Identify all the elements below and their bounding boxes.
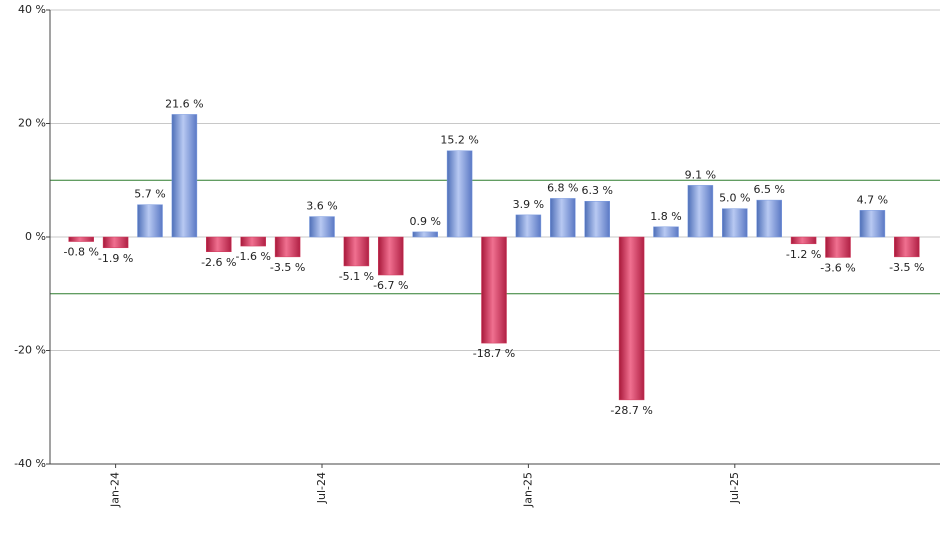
bar bbox=[584, 200, 610, 238]
value-label: -2.6 % bbox=[201, 256, 236, 269]
bar bbox=[790, 236, 817, 245]
value-label: -3.5 % bbox=[889, 261, 924, 274]
value-label: 3.9 % bbox=[513, 198, 544, 211]
x-tick-label: Jan-24 bbox=[109, 472, 122, 508]
bar bbox=[481, 236, 507, 344]
bar bbox=[309, 216, 335, 238]
value-label: 3.6 % bbox=[306, 200, 337, 213]
value-label: 5.0 % bbox=[719, 192, 750, 205]
value-label: -1.6 % bbox=[235, 250, 270, 263]
value-label: 4.7 % bbox=[857, 193, 888, 206]
bar bbox=[68, 236, 94, 242]
value-label: 6.3 % bbox=[581, 184, 612, 197]
value-label: -1.9 % bbox=[98, 252, 133, 265]
bar bbox=[618, 236, 645, 401]
value-label: -0.8 % bbox=[63, 246, 98, 259]
value-label: 0.9 % bbox=[409, 215, 440, 228]
bar bbox=[378, 236, 404, 276]
value-label: 21.6 % bbox=[165, 97, 203, 110]
bar bbox=[446, 150, 473, 238]
value-label: 9.1 % bbox=[685, 168, 716, 181]
value-label: -5.1 % bbox=[339, 270, 374, 283]
bar bbox=[343, 236, 370, 267]
x-tick-label: Jul-24 bbox=[315, 472, 328, 504]
y-tick-label: 40 % bbox=[18, 3, 46, 16]
value-label: 6.5 % bbox=[753, 183, 784, 196]
bar bbox=[550, 198, 576, 238]
bar bbox=[756, 199, 782, 238]
bar bbox=[171, 114, 198, 238]
y-tick-label: -40 % bbox=[14, 457, 46, 470]
value-label: 15.2 % bbox=[440, 134, 478, 147]
bar bbox=[412, 231, 438, 238]
value-label: 1.8 % bbox=[650, 210, 681, 223]
x-tick-label: Jan-25 bbox=[521, 472, 534, 508]
value-label: -6.7 % bbox=[373, 279, 408, 292]
y-tick-label: 0 % bbox=[25, 230, 46, 243]
x-tick-label: Jul-25 bbox=[728, 472, 741, 504]
value-label: -1.2 % bbox=[786, 248, 821, 261]
bar bbox=[274, 236, 301, 258]
value-label: -28.7 % bbox=[610, 404, 652, 417]
bar bbox=[240, 236, 266, 247]
bar bbox=[515, 214, 542, 238]
value-label: 6.8 % bbox=[547, 181, 578, 194]
y-tick-label: -20 % bbox=[14, 344, 46, 357]
value-label: 5.7 % bbox=[134, 188, 165, 201]
bar bbox=[653, 226, 679, 238]
bar bbox=[687, 185, 714, 238]
bar bbox=[137, 204, 163, 238]
value-label: -3.5 % bbox=[270, 261, 305, 274]
bar bbox=[722, 208, 748, 238]
bar bbox=[894, 236, 920, 258]
value-label: -3.6 % bbox=[820, 261, 855, 274]
bar bbox=[825, 236, 851, 258]
bar bbox=[206, 236, 232, 253]
bar bbox=[859, 210, 886, 238]
value-label: -18.7 % bbox=[473, 347, 515, 360]
y-tick-label: 20 % bbox=[18, 117, 46, 130]
bar bbox=[102, 236, 129, 249]
